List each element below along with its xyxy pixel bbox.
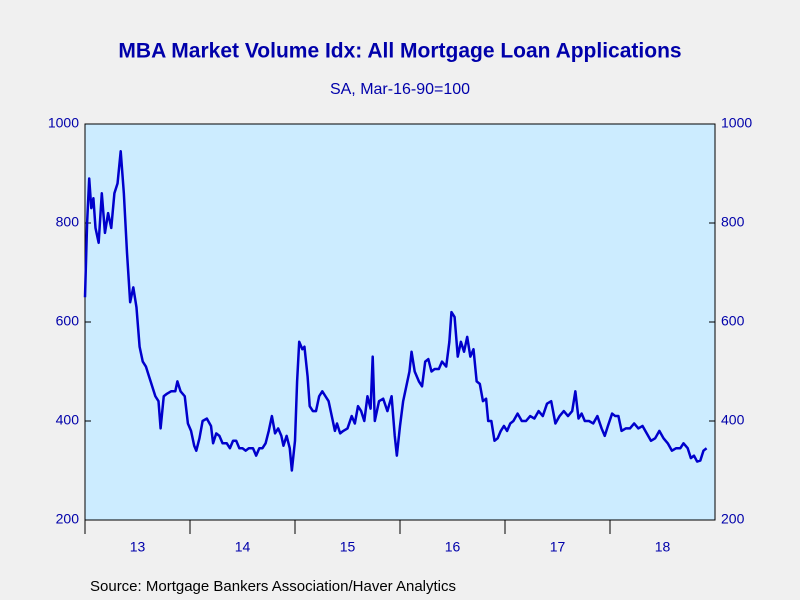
source-note: Source: Mortgage Bankers Association/Hav… [90,578,456,595]
x-tick-label: 18 [655,539,671,555]
y-tick-label: 400 [56,412,80,428]
x-tick-label: 17 [550,539,566,555]
y2-tick-label: 800 [721,214,745,230]
y2-tick-label: 200 [721,511,745,527]
chart-title: MBA Market Volume Idx: All Mortgage Loan… [118,40,681,63]
y-tick-label: 600 [56,313,80,329]
y-tick-label: 1000 [48,115,79,131]
x-tick-label: 13 [130,539,146,555]
plot-area [84,123,716,521]
y-tick-label: 800 [56,214,80,230]
y2-tick-label: 1000 [721,115,752,131]
x-tick-label: 15 [340,539,356,555]
x-tick-label: 16 [445,539,461,555]
y2-tick-label: 600 [721,313,745,329]
y2-tick-label: 400 [721,412,745,428]
chart-subtitle: SA, Mar-16-90=100 [330,81,470,98]
x-tick-label: 14 [235,539,251,555]
data-line [83,149,708,472]
y-tick-label: 200 [56,511,80,527]
